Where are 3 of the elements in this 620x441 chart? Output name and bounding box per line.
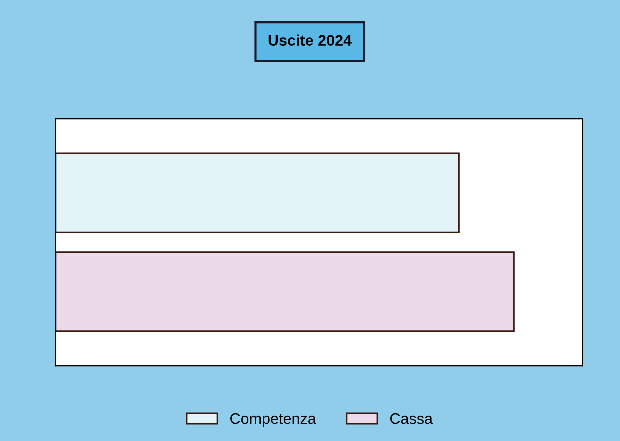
chart-title: Uscite 2024	[268, 34, 352, 46]
legend-label: Cassa	[390, 413, 434, 424]
legend-label: Competenza	[230, 413, 316, 428]
